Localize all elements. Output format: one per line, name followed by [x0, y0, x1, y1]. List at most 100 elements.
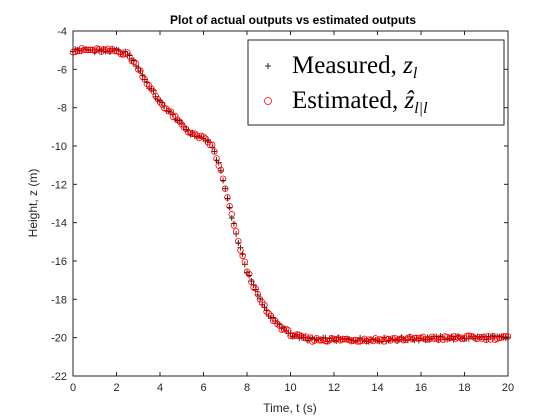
- data-point-estimated: [422, 335, 429, 343]
- estimated-series: [69, 45, 512, 345]
- data-point-estimated: [474, 335, 481, 343]
- legend: Measured, zl Estimated, ẑl|l: [247, 39, 505, 126]
- data-point-estimated: [383, 335, 390, 342]
- data-point-estimated: [213, 155, 220, 162]
- data-point-estimated: [261, 301, 268, 309]
- legend-plus-marker: [265, 63, 271, 69]
- x-tick-label: 8: [244, 382, 250, 394]
- data-point-estimated: [483, 336, 490, 343]
- data-point-estimated: [485, 333, 492, 340]
- y-tick-label: -22: [51, 371, 67, 383]
- data-point-estimated: [228, 211, 235, 218]
- data-point-estimated: [224, 194, 231, 201]
- x-tick-label: 20: [502, 382, 514, 394]
- x-tick-label: 4: [157, 382, 163, 394]
- data-point-estimated: [450, 333, 457, 340]
- legend-marker-estimated: [264, 97, 272, 105]
- x-tick-label: 14: [371, 382, 383, 394]
- data-point-estimated: [454, 334, 462, 341]
- data-point-estimated: [200, 133, 207, 140]
- x-tick-label: 6: [200, 382, 206, 394]
- data-point-estimated: [248, 278, 255, 286]
- data-point-estimated: [124, 49, 131, 56]
- data-point-estimated: [269, 317, 277, 324]
- data-point-estimated: [359, 337, 366, 344]
- legend-marker-measured: [265, 63, 271, 69]
- data-point-estimated: [217, 166, 225, 174]
- data-point-estimated: [354, 338, 362, 345]
- data-point-estimated: [437, 334, 444, 341]
- y-tick-label: -16: [51, 256, 67, 268]
- data-point-estimated: [143, 80, 151, 88]
- data-point-estimated: [226, 202, 233, 210]
- data-point-estimated: [106, 47, 114, 55]
- data-point-estimated: [87, 46, 94, 54]
- data-point-estimated: [182, 125, 190, 133]
- data-point-estimated: [104, 45, 111, 53]
- data-point-estimated: [317, 337, 325, 344]
- data-point-estimated: [263, 308, 270, 315]
- data-point-estimated: [222, 185, 229, 192]
- data-point-estimated: [306, 334, 314, 341]
- data-point-estimated: [298, 332, 305, 340]
- data-point-estimated: [487, 336, 494, 343]
- data-point-estimated: [428, 333, 436, 340]
- data-point-estimated: [335, 335, 342, 342]
- x-tick-label: 16: [415, 382, 427, 394]
- data-point-estimated: [272, 317, 279, 325]
- data-point-estimated: [265, 310, 272, 317]
- data-point-estimated: [478, 335, 486, 342]
- chart-title: Plot of actual outputs vs estimated outp…: [170, 13, 416, 27]
- y-tick-label: -10: [51, 141, 67, 153]
- data-point-estimated: [237, 247, 244, 254]
- data-point-estimated: [398, 335, 405, 342]
- data-point-estimated: [341, 335, 349, 343]
- data-point-estimated: [372, 335, 379, 342]
- data-point-estimated: [361, 335, 368, 343]
- data-point-estimated: [232, 228, 240, 235]
- legend-box: [247, 39, 505, 126]
- data-point-estimated: [396, 335, 403, 343]
- data-point-estimated: [191, 130, 198, 137]
- data-point-estimated: [189, 130, 196, 138]
- data-point-estimated: [496, 334, 503, 342]
- data-point-estimated: [243, 268, 251, 275]
- data-point-estimated: [165, 107, 172, 115]
- data-point-estimated: [174, 116, 181, 123]
- data-point-estimated: [500, 333, 507, 340]
- data-point-estimated: [411, 334, 418, 342]
- data-point-estimated: [137, 67, 144, 74]
- data-point-estimated: [456, 334, 464, 341]
- data-point-estimated: [91, 47, 98, 54]
- data-point-estimated: [78, 45, 85, 52]
- data-point-estimated: [180, 124, 188, 131]
- legend-circle-marker: [264, 97, 272, 105]
- data-point-estimated: [430, 335, 438, 342]
- y-tick-label: -18: [51, 294, 67, 306]
- data-point-estimated: [293, 331, 301, 338]
- y-tick-label: -8: [57, 103, 67, 115]
- y-tick-label: -12: [51, 179, 67, 191]
- legend-entry-measured: Measured, zl: [265, 52, 418, 82]
- y-axis-label: Height, z (m): [26, 169, 40, 238]
- data-point-estimated: [167, 108, 175, 115]
- data-point-estimated: [132, 60, 140, 67]
- data-point-estimated: [230, 222, 238, 229]
- data-point-estimated: [326, 336, 333, 344]
- y-tick-label: -6: [57, 64, 67, 76]
- data-point-estimated: [235, 237, 242, 245]
- data-point-estimated: [219, 175, 227, 182]
- data-point-estimated: [108, 45, 116, 53]
- data-point-estimated: [158, 101, 166, 108]
- legend-label-estimated: Estimated, ẑl|l: [292, 87, 428, 117]
- data-point-estimated: [82, 46, 90, 54]
- x-axis-ticks: 0 2 4 6 8 10 12 14 16 18 20: [70, 31, 514, 394]
- legend-label-measured: Measured, zl: [292, 52, 418, 82]
- data-point-estimated: [241, 258, 249, 266]
- data-point-estimated: [111, 47, 118, 55]
- data-point-estimated: [278, 326, 285, 333]
- data-point-estimated: [80, 46, 88, 54]
- data-point-estimated: [252, 285, 259, 292]
- data-point-estimated: [285, 327, 292, 334]
- data-point-estimated: [211, 148, 218, 155]
